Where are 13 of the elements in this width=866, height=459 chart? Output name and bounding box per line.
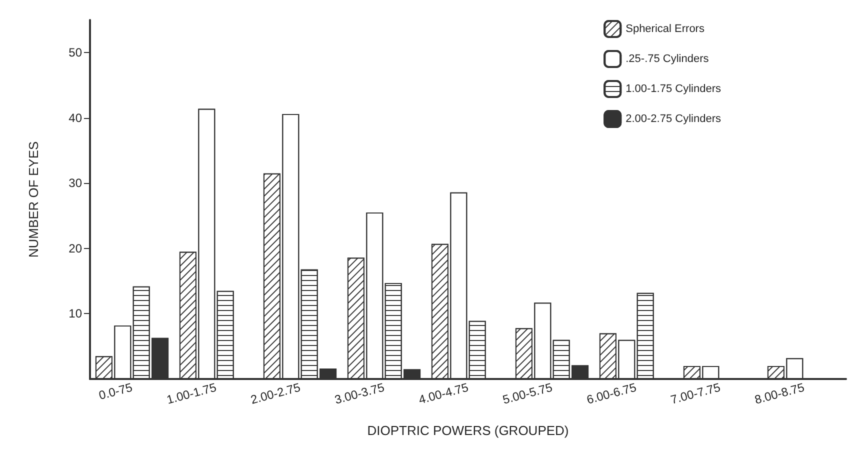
legend-label: .25-.75 Cylinders: [626, 53, 710, 65]
x-tick-label: 4.00-4.75: [417, 380, 470, 407]
legend-label: Spherical Errors: [626, 23, 705, 35]
y-tick-label: 30: [68, 176, 82, 190]
x-tick-label: 0.0-75: [97, 380, 134, 403]
legend-label: 2.00-2.75 Cylinders: [626, 113, 722, 125]
legend-label: 1.00-1.75 Cylinders: [626, 83, 722, 95]
y-tick-label: 20: [68, 241, 82, 256]
y-tick-label: 50: [68, 46, 82, 60]
y-tick-label: 40: [68, 110, 82, 125]
y-tick-label: 10: [68, 306, 82, 321]
y-axis-title: NUMBER OF EYES: [26, 141, 41, 258]
x-axis-title: DIOPTRIC POWERS (GROUPED): [367, 423, 569, 438]
